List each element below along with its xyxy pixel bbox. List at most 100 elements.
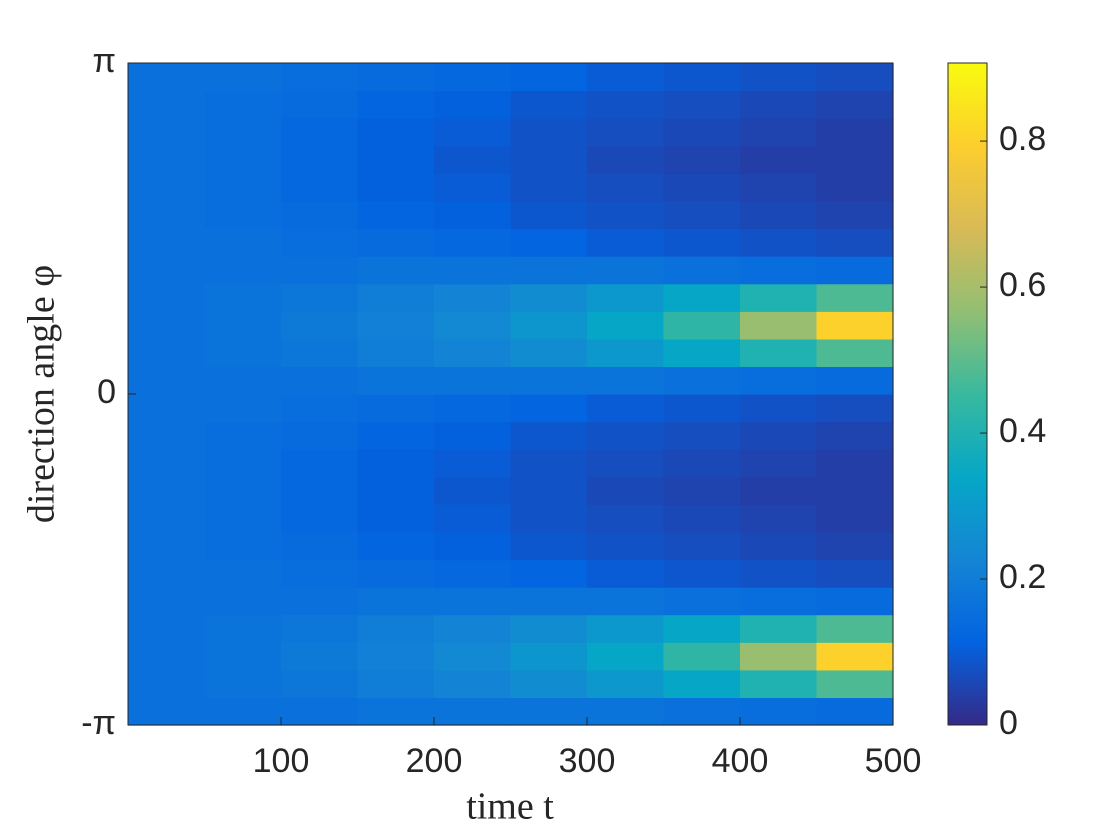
heatmap-cell [281, 145, 359, 174]
heatmap-cell [204, 421, 282, 450]
heatmap-cell [816, 228, 894, 257]
heatmap-cell [816, 587, 894, 616]
heatmap-cell [128, 697, 206, 726]
heatmap-cell [663, 669, 741, 699]
heatmap-cell [816, 531, 894, 561]
heatmap-cell [281, 283, 359, 312]
colorbar [947, 62, 988, 726]
heatmap-cell [357, 559, 435, 588]
heatmap-cell [281, 366, 359, 395]
heatmap-cell [510, 449, 588, 478]
heatmap-cell [816, 283, 894, 312]
heatmap-cell [204, 283, 282, 312]
heatmap-cell [204, 118, 282, 147]
heatmap-cell [204, 173, 282, 202]
heatmap-cell [434, 531, 512, 561]
heatmap-cell [663, 697, 741, 726]
heatmap-cell [663, 173, 741, 202]
heatmap-cell [434, 145, 512, 174]
heatmap-cell [510, 559, 588, 588]
heatmap-cell [510, 614, 588, 643]
heatmap-cell [740, 256, 818, 285]
heatmap-cell [204, 449, 282, 478]
heatmap-cell [663, 449, 741, 478]
heatmap-cell [357, 614, 435, 643]
heatmap-cell [740, 311, 818, 340]
heatmap-cell [663, 118, 741, 147]
heatmap-cell [510, 200, 588, 230]
heatmap-cell [204, 531, 282, 561]
heatmap-cell [510, 90, 588, 119]
heatmap-cell [281, 311, 359, 340]
heatmap-cell [128, 421, 206, 450]
heatmap-cell [663, 145, 741, 174]
heatmap-cell [510, 366, 588, 395]
heatmap-cell [587, 587, 665, 616]
heatmap-cell [434, 669, 512, 699]
heatmap-cell [587, 697, 665, 726]
heatmap-cell [357, 421, 435, 450]
heatmap-cell [663, 559, 741, 588]
heatmap-cell [587, 118, 665, 147]
heatmap-cell [587, 559, 665, 588]
x-tick-label: 500 [865, 742, 922, 780]
heatmap-cell [587, 311, 665, 340]
heatmap-cell [740, 669, 818, 699]
heatmap-cell [281, 642, 359, 671]
heatmap-cell [128, 531, 206, 561]
heatmap-cell [204, 256, 282, 285]
heatmap-cell [816, 504, 894, 533]
heatmap-cell [740, 394, 818, 423]
heatmap-cell [434, 421, 512, 450]
x-axis-label: time t [466, 786, 554, 828]
heatmap-cell [510, 145, 588, 174]
heatmap-cell [510, 587, 588, 616]
heatmap-cell [740, 449, 818, 478]
heatmap-cell [128, 90, 206, 119]
heatmap-cell [204, 338, 282, 367]
heatmap-cell [434, 587, 512, 616]
x-tick-label: 300 [559, 742, 616, 780]
heatmap-cell [281, 338, 359, 367]
heatmap-cell [128, 311, 206, 340]
heatmap-cell [587, 338, 665, 367]
heatmap-cell [510, 669, 588, 699]
heatmap-cell [204, 366, 282, 395]
heatmap-cell [816, 200, 894, 230]
heatmap-cell [357, 669, 435, 699]
heatmap-cell [587, 394, 665, 423]
heatmap-cell [128, 200, 206, 230]
heatmap-cell [128, 669, 206, 699]
heatmap-cell [357, 504, 435, 533]
heatmap-cell [510, 62, 588, 92]
heatmap-cell [510, 311, 588, 340]
heatmap-cell [434, 256, 512, 285]
heatmap-cell [587, 256, 665, 285]
x-tick-label: 400 [712, 742, 769, 780]
heatmap-cell [357, 697, 435, 726]
heatmap-cell [204, 476, 282, 505]
heatmap-cell [740, 476, 818, 505]
heatmap-cell [510, 338, 588, 367]
heatmap-cell [663, 228, 741, 257]
heatmap-cell [510, 173, 588, 202]
heatmap-cell [510, 283, 588, 312]
heatmap-cell [587, 669, 665, 699]
heatmap-cell [128, 173, 206, 202]
heatmap-cell [281, 504, 359, 533]
heatmap-cell [281, 394, 359, 423]
heatmap-cell [281, 62, 359, 92]
heatmap-cell [128, 228, 206, 257]
heatmap-cell [357, 531, 435, 561]
heatmap-cell [663, 311, 741, 340]
heatmap-cell [128, 256, 206, 285]
heatmap-cell [434, 228, 512, 257]
heatmap-cell [740, 145, 818, 174]
heatmap-cell [281, 118, 359, 147]
heatmap-cell [587, 449, 665, 478]
heatmap-cell [204, 200, 282, 230]
heatmap-cell [357, 394, 435, 423]
heatmap-cell [357, 642, 435, 671]
heatmap-cell [740, 421, 818, 450]
